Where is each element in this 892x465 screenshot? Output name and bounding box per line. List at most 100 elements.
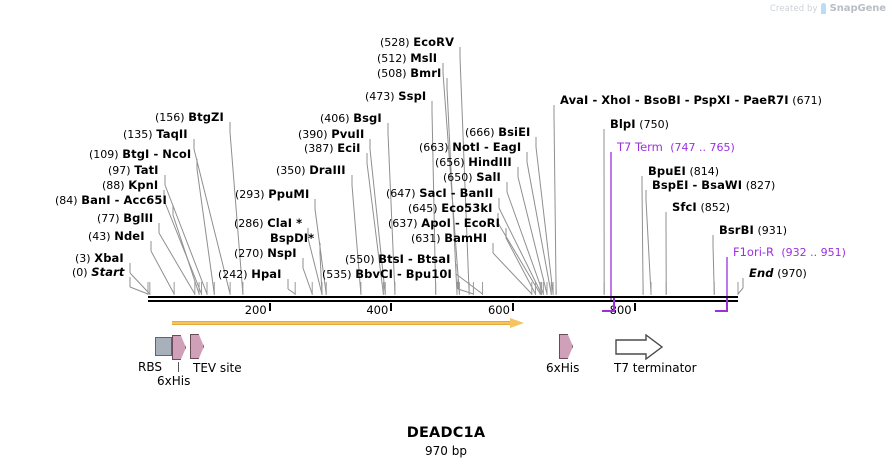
- enzyme-label-sspi: (473) SspI: [365, 90, 426, 103]
- enzyme-position: (270): [234, 247, 264, 260]
- enzyme-name: BsrBI: [719, 223, 754, 237]
- enzyme-position: (387): [304, 142, 334, 155]
- enzyme-label-avai-xhoi-bsobi-pspxi-paer7i: AvaI - XhoI - BsoBI - PspXI - PaeR7I (67…: [560, 94, 822, 107]
- enzyme-position: (473): [365, 90, 395, 103]
- enzyme-label-bsgi: (406) BsgI: [320, 112, 382, 125]
- title-block: DEADC1A 970 bp: [0, 425, 892, 458]
- enzyme-position: (814): [689, 165, 720, 178]
- coding-region-arrow: [172, 318, 529, 328]
- ruler-tick-label-400: 400: [366, 303, 389, 317]
- enzyme-position: (84): [55, 194, 78, 207]
- feature-caption-t7-terminator-4: T7 terminator: [614, 361, 697, 375]
- restriction-enzyme-label-layer: (0) Start (3) XbaI (43) NdeI (77) BglII (84)…: [55, 35, 846, 281]
- enzyme-label-bpuei: BpuEI (814): [648, 165, 719, 178]
- enzyme-name: XbaI: [94, 251, 124, 265]
- enzyme-label-bbvci-bpu10i: (535) BbvCI - Bpu10I: [322, 268, 452, 281]
- feature-caption-tev-site-2: TEV site: [193, 361, 242, 375]
- enzyme-name: BmrI: [410, 66, 442, 80]
- enzyme-label-btgzi: (156) BtgZI: [155, 111, 224, 124]
- orf-arrow-head: [510, 318, 524, 328]
- enzyme-label-sali: (650) SalI: [443, 171, 501, 184]
- enzyme-name: SspI: [398, 89, 427, 103]
- enzyme-position: (550): [345, 253, 375, 266]
- enzyme-position: (390): [298, 128, 328, 141]
- feature-marker-cap: [613, 298, 615, 312]
- enzyme-name: BpuEI: [648, 164, 686, 178]
- enzyme-name: BamHI: [444, 231, 488, 245]
- enzyme-position: (827): [745, 179, 776, 192]
- enzyme-label-kpni: (88) KpnI: [102, 179, 158, 192]
- feature-label-f1ori-r: F1ori-R (932 .. 951): [733, 246, 846, 259]
- feature-name: T7 Term: [617, 140, 663, 154]
- enzyme-label-sfci: SfcI (852): [672, 201, 730, 214]
- enzyme-name: ApoI: [421, 216, 451, 230]
- enzyme-position: (663): [419, 141, 449, 154]
- orf-arrow-shaft: [172, 321, 512, 325]
- enzyme-name-separator: -: [479, 140, 493, 154]
- enzyme-position: (931): [757, 224, 788, 237]
- ruler-tick-label-200: 200: [244, 303, 267, 317]
- enzyme-name-separator: -: [688, 178, 702, 192]
- enzyme-name: PspXI: [693, 93, 731, 107]
- feature-label-t7-term: T7 Term (747 .. 765): [617, 141, 735, 154]
- enzyme-position: (656): [435, 156, 465, 169]
- feature-name: F1ori-R: [733, 245, 775, 259]
- enzyme-name: BsaWI: [701, 178, 743, 192]
- enzyme-label-btgi-ncoi: (109) BtgI - NcoI: [89, 148, 191, 161]
- enzyme-label-end: End (970): [749, 267, 807, 280]
- enzyme-name: EcoRV: [413, 35, 455, 49]
- enzyme-label-apoi-ecori: (637) ApoI - EcoRI: [388, 217, 500, 230]
- his-tag-caption-connector: [178, 362, 179, 372]
- enzyme-label-btsi-btsai: (550) BtsI - BtsaI: [345, 253, 450, 266]
- enzyme-position: (3): [75, 252, 91, 265]
- backbone-line-bottom: [148, 300, 738, 302]
- enzyme-name: EagI: [492, 140, 522, 154]
- enzyme-name-separator: -: [149, 147, 163, 161]
- ruler-tick-label-600: 600: [487, 303, 510, 317]
- enzyme-name-separator: -: [404, 252, 417, 266]
- enzyme-name: BspEI: [652, 178, 689, 192]
- enzyme-label-pvuii: (390) PvuII: [298, 128, 364, 141]
- enzyme-position: (0): [72, 266, 88, 279]
- enzyme-name: BtgZI: [188, 110, 224, 124]
- watermark-brand-text: SnapGene: [829, 3, 886, 14]
- his-tag-arrow-icon: [559, 334, 573, 359]
- enzyme-name: Start: [91, 265, 125, 279]
- feature-range: (932 .. 951): [781, 246, 846, 259]
- enzyme-name-separator: -: [730, 93, 744, 107]
- enzyme-label-bani-acc65i: (84) BanI - Acc65I: [55, 194, 167, 207]
- enzyme-label-nspi: (270) NspI: [234, 247, 297, 260]
- feature-caption-6xhis-3: 6xHis: [546, 361, 580, 375]
- enzyme-position: (650): [443, 171, 473, 184]
- enzyme-name: NspI: [267, 246, 297, 260]
- enzyme-label-bspdi-: BspDI*: [270, 232, 314, 244]
- enzyme-name-separator: -: [450, 216, 464, 230]
- enzyme-label-clai-: (286) ClaI *: [234, 217, 302, 230]
- enzyme-name-separator: -: [630, 93, 644, 107]
- enzyme-name: PpuMI: [268, 187, 310, 201]
- enzyme-name: Bpu10I: [405, 267, 452, 281]
- backbone-line-top: [148, 296, 738, 298]
- enzyme-name: NcoI: [162, 147, 192, 161]
- enzyme-name-separator: -: [446, 186, 460, 200]
- enzyme-label-ecii: (387) EciI: [304, 142, 361, 155]
- enzyme-name: TatI: [134, 163, 159, 177]
- enzyme-name: ClaI *: [267, 216, 303, 230]
- enzyme-name: Eco53kI: [441, 201, 493, 215]
- enzyme-name: NdeI: [114, 229, 145, 243]
- feature-marker-f1ori-r: [714, 310, 727, 312]
- enzyme-name: BtgI: [122, 147, 150, 161]
- enzyme-position: (970): [777, 267, 807, 280]
- enzyme-position: (631): [411, 232, 441, 245]
- enzyme-position: (852): [700, 201, 731, 214]
- enzyme-position: (135): [123, 128, 153, 141]
- enzyme-position: (666): [465, 126, 495, 139]
- enzyme-name-separator: -: [588, 93, 602, 107]
- enzyme-label-blpi: BlpI (750): [610, 118, 669, 131]
- enzyme-name: HpaI: [251, 267, 282, 281]
- sequence-backbone: [148, 296, 738, 303]
- enzyme-position: (156): [155, 111, 185, 124]
- enzyme-name: XhoI: [601, 93, 631, 107]
- enzyme-name: MslI: [410, 51, 438, 65]
- enzyme-label-bamhi: (631) BamHI: [411, 232, 487, 245]
